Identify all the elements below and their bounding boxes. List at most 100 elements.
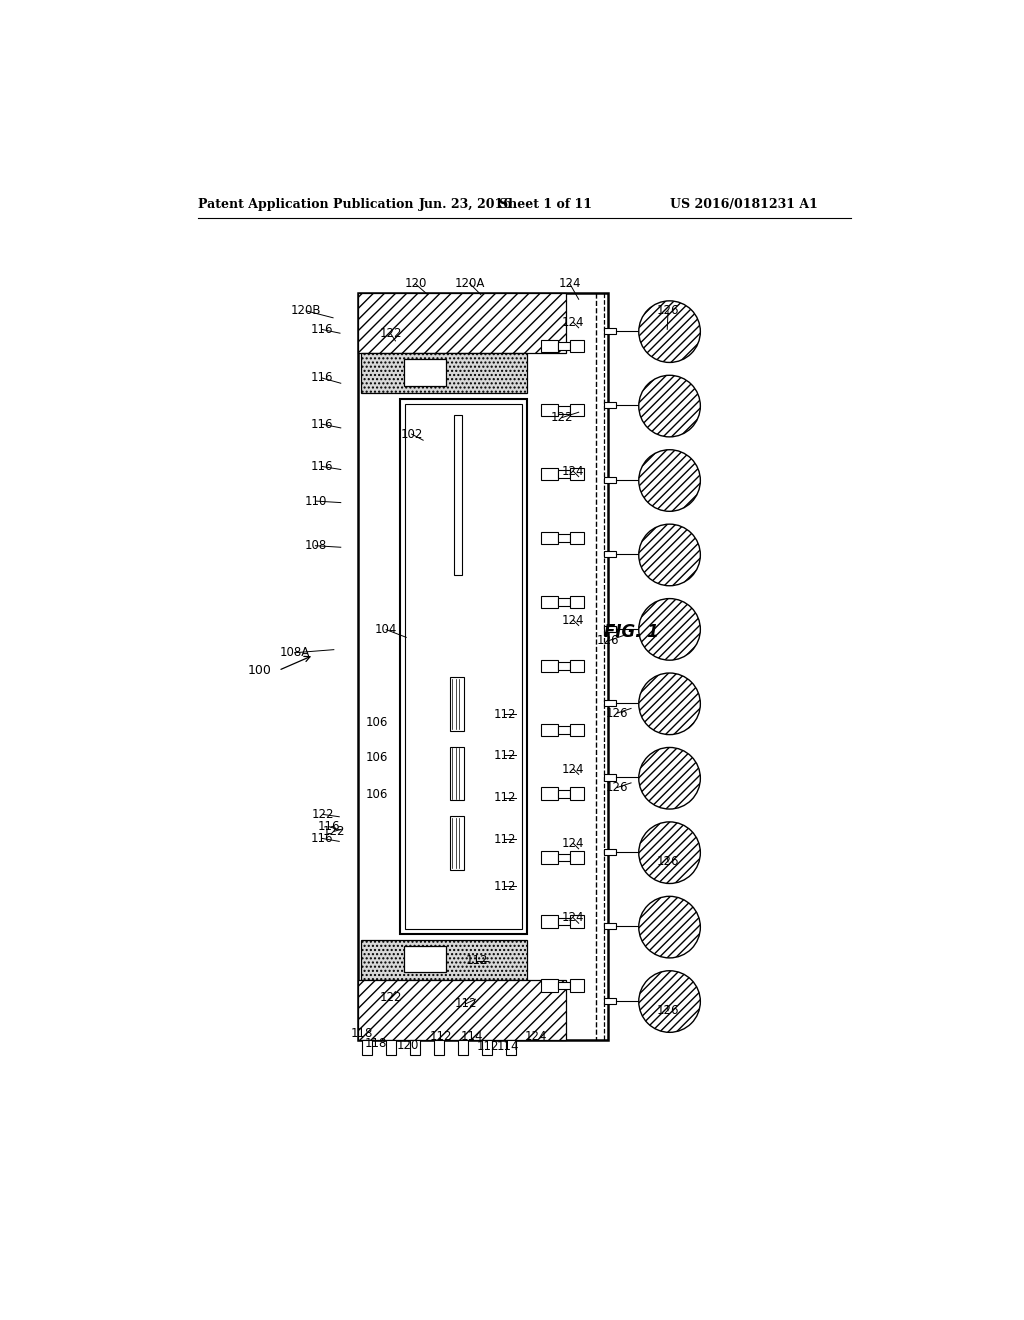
Circle shape <box>639 822 700 883</box>
Bar <box>604 775 615 780</box>
Text: 104: 104 <box>375 623 397 636</box>
Text: 114: 114 <box>497 1040 519 1053</box>
Text: 112: 112 <box>494 708 516 721</box>
Bar <box>451 677 464 731</box>
Bar <box>541 979 558 991</box>
Text: 124: 124 <box>562 911 585 924</box>
Bar <box>558 982 570 989</box>
Text: 108A: 108A <box>280 647 309 659</box>
Bar <box>404 404 522 929</box>
Bar <box>570 660 584 672</box>
Bar <box>361 1040 372 1056</box>
Bar <box>357 979 565 1040</box>
Circle shape <box>639 375 700 437</box>
Text: 122: 122 <box>380 991 402 1005</box>
Text: Patent Application Publication: Patent Application Publication <box>199 198 414 211</box>
Bar <box>403 946 446 973</box>
Bar <box>506 1040 516 1056</box>
Text: 116: 116 <box>310 371 333 384</box>
Circle shape <box>639 747 700 809</box>
Bar <box>558 535 570 543</box>
Bar <box>558 407 570 414</box>
Text: 106: 106 <box>366 715 388 729</box>
Text: FIG. 1: FIG. 1 <box>603 623 658 642</box>
Text: 124: 124 <box>562 763 585 776</box>
Bar <box>454 414 462 576</box>
Bar <box>604 403 615 408</box>
Bar <box>604 626 615 632</box>
Text: 124: 124 <box>562 465 585 478</box>
Text: 126: 126 <box>597 635 620 647</box>
Bar <box>570 851 584 863</box>
Bar <box>410 1040 420 1056</box>
Text: 124: 124 <box>525 1030 548 1043</box>
Text: 118: 118 <box>350 1027 373 1040</box>
Bar <box>604 998 615 1003</box>
Text: 102: 102 <box>400 428 423 441</box>
Text: 124: 124 <box>562 614 585 627</box>
Bar <box>570 979 584 991</box>
Text: 120A: 120A <box>455 277 484 289</box>
Bar <box>570 341 584 352</box>
Text: 112: 112 <box>430 1030 453 1043</box>
Text: 116: 116 <box>310 832 333 845</box>
Bar <box>451 816 464 870</box>
Text: 112: 112 <box>494 879 516 892</box>
Bar <box>558 917 570 925</box>
Bar <box>541 404 558 416</box>
Text: 116: 116 <box>310 323 333 335</box>
Text: 124: 124 <box>562 837 585 850</box>
Bar <box>434 1040 444 1056</box>
Bar <box>558 598 570 606</box>
Text: 116: 116 <box>310 459 333 473</box>
Bar <box>541 851 558 863</box>
Bar <box>541 532 558 544</box>
Text: 112: 112 <box>494 748 516 762</box>
Text: 112: 112 <box>494 791 516 804</box>
Text: 112: 112 <box>455 998 477 1010</box>
Text: 112: 112 <box>466 954 488 968</box>
Bar <box>357 293 565 354</box>
Bar <box>458 1040 468 1056</box>
Bar <box>604 477 615 483</box>
Bar <box>541 723 558 737</box>
Circle shape <box>639 301 700 363</box>
Text: 120B: 120B <box>291 305 322 317</box>
Bar <box>558 342 570 350</box>
Text: 106: 106 <box>366 788 388 801</box>
Text: 108: 108 <box>304 539 327 552</box>
Text: 122: 122 <box>312 808 334 821</box>
Circle shape <box>639 450 700 511</box>
Bar <box>400 400 527 933</box>
Bar <box>558 470 570 478</box>
Bar <box>541 915 558 928</box>
Text: 126: 126 <box>656 855 679 869</box>
Text: 114: 114 <box>461 1030 483 1043</box>
Text: 118: 118 <box>365 1038 387 1051</box>
Text: 126: 126 <box>606 781 629 795</box>
Bar <box>357 293 608 1040</box>
Text: 100: 100 <box>248 664 271 677</box>
Bar <box>360 354 527 393</box>
Bar <box>570 595 584 609</box>
Bar <box>604 327 615 334</box>
Bar <box>570 532 584 544</box>
Bar <box>541 595 558 609</box>
Circle shape <box>639 598 700 660</box>
Text: Jun. 23, 2016: Jun. 23, 2016 <box>419 198 513 211</box>
Bar <box>403 359 446 385</box>
Bar <box>570 915 584 928</box>
Text: Sheet 1 of 11: Sheet 1 of 11 <box>499 198 592 211</box>
Bar <box>386 1040 395 1056</box>
Bar <box>360 940 527 979</box>
Text: 120: 120 <box>396 1039 419 1052</box>
Bar <box>558 663 570 669</box>
Bar <box>604 923 615 929</box>
Bar <box>558 726 570 734</box>
Text: 106: 106 <box>366 751 388 764</box>
Circle shape <box>639 970 700 1032</box>
Text: 126: 126 <box>656 305 679 317</box>
Circle shape <box>639 896 700 958</box>
Bar <box>482 1040 493 1056</box>
Circle shape <box>639 524 700 586</box>
